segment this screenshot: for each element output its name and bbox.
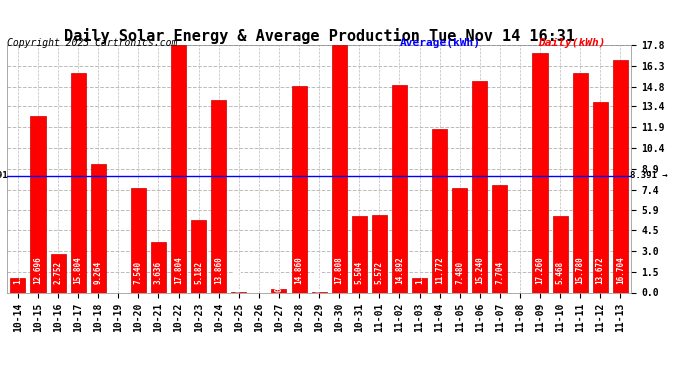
Bar bbox=[151, 242, 166, 292]
Text: 7.540: 7.540 bbox=[134, 261, 143, 284]
Text: 9.264: 9.264 bbox=[94, 261, 103, 284]
Bar bbox=[613, 60, 628, 292]
Text: 17.260: 17.260 bbox=[535, 256, 544, 284]
Bar bbox=[271, 290, 286, 292]
Bar bbox=[492, 185, 507, 292]
Text: 17.808: 17.808 bbox=[335, 256, 344, 284]
Text: 1.036: 1.036 bbox=[415, 261, 424, 284]
Text: 12.696: 12.696 bbox=[34, 256, 43, 284]
Bar bbox=[432, 129, 447, 292]
Text: 0.044: 0.044 bbox=[235, 268, 244, 292]
Text: 5.504: 5.504 bbox=[355, 261, 364, 284]
Bar bbox=[191, 220, 206, 292]
Text: ← 8.391: ← 8.391 bbox=[0, 171, 8, 180]
Text: 13.860: 13.860 bbox=[214, 256, 224, 284]
Bar bbox=[412, 278, 427, 292]
Bar bbox=[533, 53, 548, 292]
Text: 5.182: 5.182 bbox=[194, 261, 203, 284]
Bar bbox=[372, 215, 387, 292]
Bar bbox=[472, 81, 487, 292]
Bar bbox=[171, 45, 186, 292]
Bar bbox=[50, 254, 66, 292]
Text: 13.672: 13.672 bbox=[595, 256, 604, 284]
Bar bbox=[553, 216, 568, 292]
Text: Daily(kWh): Daily(kWh) bbox=[538, 38, 606, 48]
Text: 14.892: 14.892 bbox=[395, 256, 404, 284]
Bar bbox=[452, 189, 467, 292]
Text: 7.704: 7.704 bbox=[495, 261, 504, 284]
Bar bbox=[352, 216, 367, 292]
Text: 15.240: 15.240 bbox=[475, 256, 484, 284]
Text: Copyright 2023 Cartronics.com: Copyright 2023 Cartronics.com bbox=[7, 38, 177, 48]
Text: 14.860: 14.860 bbox=[295, 256, 304, 284]
Bar bbox=[332, 45, 347, 292]
Title: Daily Solar Energy & Average Production Tue Nov 14 16:31: Daily Solar Energy & Average Production … bbox=[63, 28, 575, 44]
Text: 16.704: 16.704 bbox=[615, 256, 625, 284]
Text: 11.772: 11.772 bbox=[435, 256, 444, 284]
Bar bbox=[90, 164, 106, 292]
Bar bbox=[291, 86, 306, 292]
Text: 2.752: 2.752 bbox=[54, 261, 63, 284]
Bar bbox=[10, 278, 26, 292]
Text: 0.216: 0.216 bbox=[275, 268, 284, 292]
Text: 15.804: 15.804 bbox=[74, 256, 83, 284]
Text: 15.780: 15.780 bbox=[575, 256, 584, 284]
Text: 8.391 →: 8.391 → bbox=[631, 171, 668, 180]
Bar bbox=[593, 102, 608, 292]
Text: 7.480: 7.480 bbox=[455, 261, 464, 284]
Bar bbox=[573, 73, 588, 292]
Text: 5.468: 5.468 bbox=[555, 261, 564, 284]
Text: 1.032: 1.032 bbox=[13, 261, 23, 284]
Text: 17.804: 17.804 bbox=[174, 256, 183, 284]
Bar bbox=[70, 73, 86, 292]
Bar bbox=[392, 86, 407, 292]
Text: 5.572: 5.572 bbox=[375, 261, 384, 284]
Text: 0.024: 0.024 bbox=[315, 268, 324, 292]
Bar bbox=[131, 188, 146, 292]
Text: Average(kWh): Average(kWh) bbox=[400, 38, 481, 48]
Bar bbox=[30, 116, 46, 292]
Text: 3.636: 3.636 bbox=[154, 261, 163, 284]
Bar bbox=[211, 100, 226, 292]
